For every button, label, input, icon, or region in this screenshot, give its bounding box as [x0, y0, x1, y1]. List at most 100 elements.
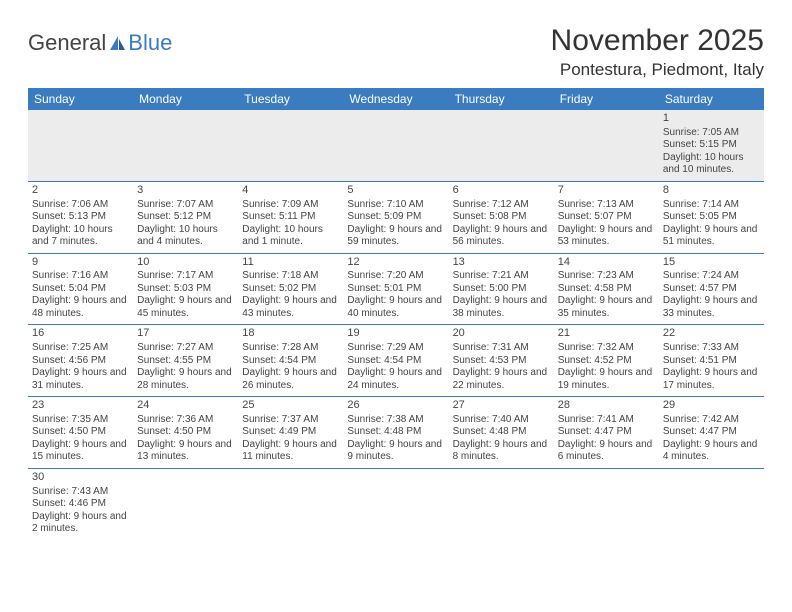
day-cell: 25Sunrise: 7:37 AMSunset: 4:49 PMDayligh… [238, 397, 343, 468]
day-header: Saturday [659, 88, 764, 110]
day-number: 22 [663, 327, 760, 341]
daylight-text: Daylight: 9 hours and 6 minutes. [558, 439, 655, 464]
sunrise-text: Sunrise: 7:12 AM [453, 199, 550, 212]
day-cell: 16Sunrise: 7:25 AMSunset: 4:56 PMDayligh… [28, 325, 133, 396]
day-cell: 30Sunrise: 7:43 AMSunset: 4:46 PMDayligh… [28, 469, 133, 540]
sunrise-text: Sunrise: 7:23 AM [558, 270, 655, 283]
daylight-text: Daylight: 10 hours and 1 minute. [242, 224, 339, 249]
day-cell: 11Sunrise: 7:18 AMSunset: 5:02 PMDayligh… [238, 254, 343, 325]
day-number: 30 [32, 471, 129, 485]
day-cell: 19Sunrise: 7:29 AMSunset: 4:54 PMDayligh… [343, 325, 448, 396]
logo-text-1: General [28, 30, 106, 56]
sunset-text: Sunset: 5:09 PM [347, 211, 444, 224]
blank-cell [133, 110, 238, 181]
day-cell: 7Sunrise: 7:13 AMSunset: 5:07 PMDaylight… [554, 182, 659, 253]
daylight-text: Daylight: 10 hours and 7 minutes. [32, 224, 129, 249]
sunrise-text: Sunrise: 7:38 AM [347, 414, 444, 427]
sunrise-text: Sunrise: 7:14 AM [663, 199, 760, 212]
daylight-text: Daylight: 9 hours and 51 minutes. [663, 224, 760, 249]
day-cell: 10Sunrise: 7:17 AMSunset: 5:03 PMDayligh… [133, 254, 238, 325]
daylight-text: Daylight: 9 hours and 59 minutes. [347, 224, 444, 249]
sunrise-text: Sunrise: 7:05 AM [663, 127, 760, 140]
day-number: 20 [453, 327, 550, 341]
sunset-text: Sunset: 5:12 PM [137, 211, 234, 224]
sunset-text: Sunset: 5:13 PM [32, 211, 129, 224]
sunrise-text: Sunrise: 7:18 AM [242, 270, 339, 283]
week-row: 16Sunrise: 7:25 AMSunset: 4:56 PMDayligh… [28, 325, 764, 397]
day-number: 10 [137, 256, 234, 270]
week-row: 9Sunrise: 7:16 AMSunset: 5:04 PMDaylight… [28, 254, 764, 326]
daylight-text: Daylight: 9 hours and 45 minutes. [137, 295, 234, 320]
location: Pontestura, Piedmont, Italy [551, 60, 764, 80]
sunset-text: Sunset: 5:01 PM [347, 283, 444, 296]
day-number: 1 [663, 112, 760, 126]
daylight-text: Daylight: 10 hours and 10 minutes. [663, 152, 760, 177]
day-number: 5 [347, 184, 444, 198]
sunrise-text: Sunrise: 7:37 AM [242, 414, 339, 427]
day-header: Sunday [28, 88, 133, 110]
day-header: Friday [554, 88, 659, 110]
week-row: 2Sunrise: 7:06 AMSunset: 5:13 PMDaylight… [28, 182, 764, 254]
sunset-text: Sunset: 4:57 PM [663, 283, 760, 296]
day-number: 14 [558, 256, 655, 270]
day-cell: 26Sunrise: 7:38 AMSunset: 4:48 PMDayligh… [343, 397, 448, 468]
daylight-text: Daylight: 10 hours and 4 minutes. [137, 224, 234, 249]
sunrise-text: Sunrise: 7:33 AM [663, 342, 760, 355]
week-row: 23Sunrise: 7:35 AMSunset: 4:50 PMDayligh… [28, 397, 764, 469]
day-cell: 15Sunrise: 7:24 AMSunset: 4:57 PMDayligh… [659, 254, 764, 325]
daylight-text: Daylight: 9 hours and 11 minutes. [242, 439, 339, 464]
sunrise-text: Sunrise: 7:20 AM [347, 270, 444, 283]
sail-icon [108, 34, 128, 52]
sunset-text: Sunset: 4:54 PM [347, 355, 444, 368]
sunrise-text: Sunrise: 7:28 AM [242, 342, 339, 355]
daylight-text: Daylight: 9 hours and 8 minutes. [453, 439, 550, 464]
day-cell: 27Sunrise: 7:40 AMSunset: 4:48 PMDayligh… [449, 397, 554, 468]
daylight-text: Daylight: 9 hours and 24 minutes. [347, 367, 444, 392]
sunrise-text: Sunrise: 7:24 AM [663, 270, 760, 283]
day-number: 6 [453, 184, 550, 198]
sunrise-text: Sunrise: 7:07 AM [137, 199, 234, 212]
blank-cell [554, 469, 659, 540]
sunset-text: Sunset: 5:04 PM [32, 283, 129, 296]
blank-cell [343, 110, 448, 181]
daylight-text: Daylight: 9 hours and 22 minutes. [453, 367, 550, 392]
blank-cell [133, 469, 238, 540]
sunset-text: Sunset: 4:47 PM [558, 426, 655, 439]
sunrise-text: Sunrise: 7:40 AM [453, 414, 550, 427]
daylight-text: Daylight: 9 hours and 13 minutes. [137, 439, 234, 464]
sunrise-text: Sunrise: 7:35 AM [32, 414, 129, 427]
daylight-text: Daylight: 9 hours and 48 minutes. [32, 295, 129, 320]
day-header: Tuesday [238, 88, 343, 110]
day-number: 2 [32, 184, 129, 198]
day-number: 17 [137, 327, 234, 341]
sunset-text: Sunset: 5:07 PM [558, 211, 655, 224]
daylight-text: Daylight: 9 hours and 35 minutes. [558, 295, 655, 320]
blank-cell [238, 469, 343, 540]
week-row: 30Sunrise: 7:43 AMSunset: 4:46 PMDayligh… [28, 469, 764, 540]
day-header: Thursday [449, 88, 554, 110]
day-number: 16 [32, 327, 129, 341]
page-title: November 2025 [551, 24, 764, 58]
sunset-text: Sunset: 4:54 PM [242, 355, 339, 368]
day-number: 19 [347, 327, 444, 341]
sunset-text: Sunset: 4:53 PM [453, 355, 550, 368]
day-cell: 3Sunrise: 7:07 AMSunset: 5:12 PMDaylight… [133, 182, 238, 253]
day-cell: 13Sunrise: 7:21 AMSunset: 5:00 PMDayligh… [449, 254, 554, 325]
sunset-text: Sunset: 5:15 PM [663, 139, 760, 152]
daylight-text: Daylight: 9 hours and 9 minutes. [347, 439, 444, 464]
day-cell: 1Sunrise: 7:05 AMSunset: 5:15 PMDaylight… [659, 110, 764, 181]
daylight-text: Daylight: 9 hours and 2 minutes. [32, 511, 129, 536]
sunset-text: Sunset: 5:00 PM [453, 283, 550, 296]
day-number: 23 [32, 399, 129, 413]
blank-cell [449, 469, 554, 540]
day-cell: 5Sunrise: 7:10 AMSunset: 5:09 PMDaylight… [343, 182, 448, 253]
sunrise-text: Sunrise: 7:17 AM [137, 270, 234, 283]
blank-cell [554, 110, 659, 181]
day-number: 13 [453, 256, 550, 270]
daylight-text: Daylight: 9 hours and 43 minutes. [242, 295, 339, 320]
sunrise-text: Sunrise: 7:27 AM [137, 342, 234, 355]
day-number: 15 [663, 256, 760, 270]
daylight-text: Daylight: 9 hours and 4 minutes. [663, 439, 760, 464]
day-cell: 22Sunrise: 7:33 AMSunset: 4:51 PMDayligh… [659, 325, 764, 396]
sunset-text: Sunset: 4:58 PM [558, 283, 655, 296]
